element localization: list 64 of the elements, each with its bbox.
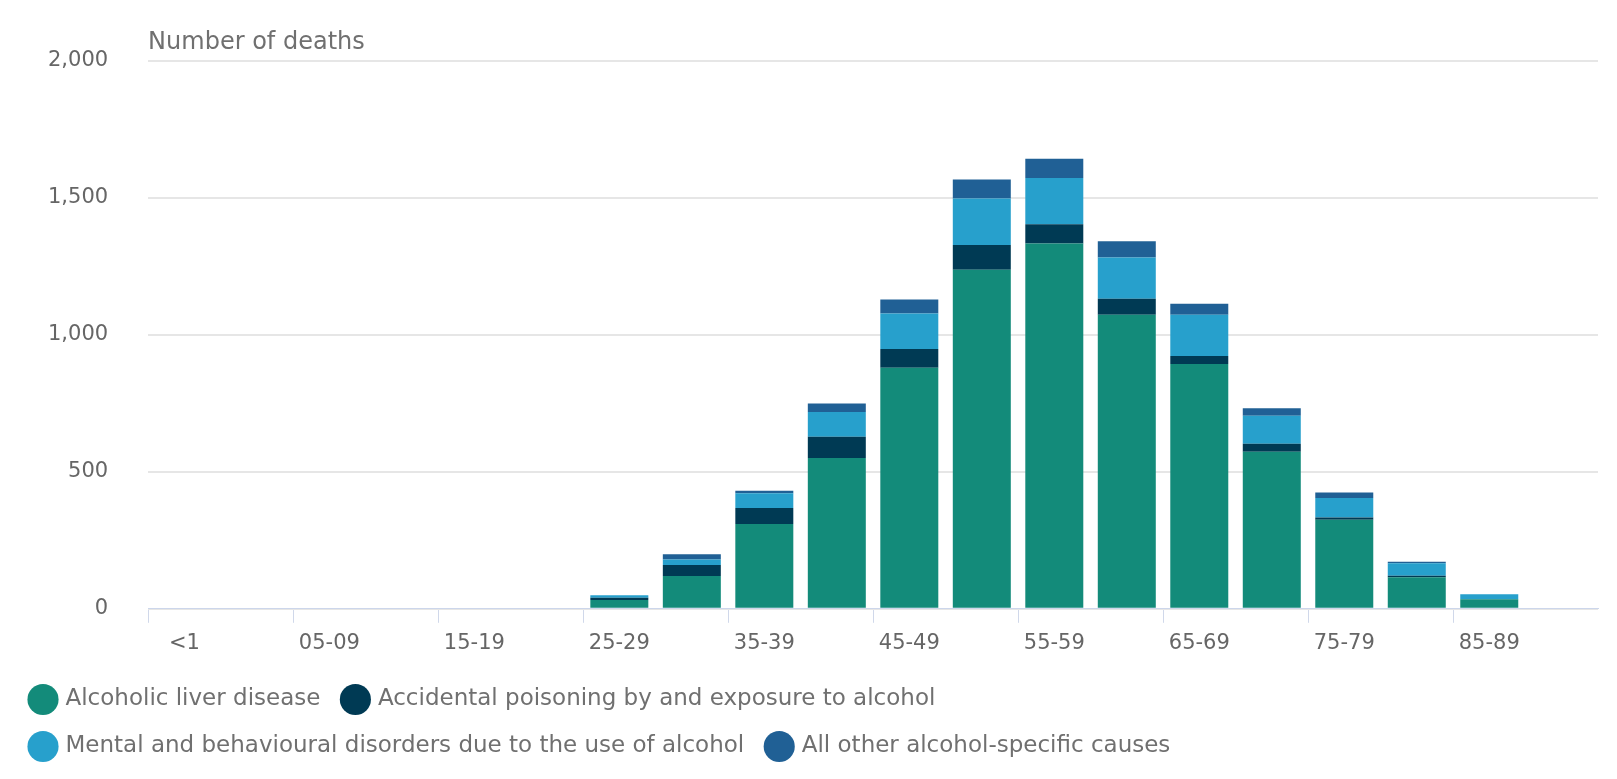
bar [1097, 257, 1156, 299]
x-tick-label: 15-19 [443, 629, 505, 654]
y-tick-label: 1,500 [47, 184, 109, 209]
x-tick-label: 85-89 [1458, 629, 1520, 654]
bar [662, 575, 721, 608]
bar [1387, 563, 1446, 576]
x-tick-label: 65-69 [1168, 629, 1230, 654]
bar [735, 507, 794, 525]
bar [662, 554, 721, 560]
legend-label: Alcoholic liver disease [65, 684, 321, 711]
bar [880, 348, 939, 368]
legend-label: All other alcohol-specific causes [801, 731, 1171, 758]
bar [590, 600, 649, 608]
x-tick-label: 05-09 [298, 629, 360, 654]
bar [1242, 443, 1301, 452]
bar [1315, 519, 1374, 608]
y-axis-title: Number of deaths [148, 26, 365, 55]
bar [1170, 356, 1229, 365]
bar [1097, 241, 1156, 258]
bar [952, 179, 1011, 199]
bar [1460, 594, 1519, 600]
bar [1315, 492, 1374, 499]
bar [807, 436, 866, 459]
bar [807, 458, 866, 608]
x-tick-label: 55-59 [1023, 629, 1085, 654]
x-tick-label: 35-39 [733, 629, 795, 654]
bar [1025, 177, 1084, 225]
bar [1025, 158, 1084, 178]
bar [1170, 314, 1229, 357]
y-tick-label: 1,000 [47, 321, 109, 346]
bar [1315, 498, 1374, 518]
bar [735, 524, 794, 608]
bar [662, 559, 721, 565]
bar [1242, 415, 1301, 444]
bar [1315, 517, 1374, 520]
bar [880, 313, 939, 349]
x-tick-label: 25-29 [588, 629, 650, 654]
bar [807, 403, 866, 412]
y-tick-label: 2,000 [47, 47, 109, 72]
bar [952, 198, 1011, 246]
legend-label: Mental and behavioural disorders due to the use of alcohol [65, 731, 745, 758]
bar [1097, 314, 1156, 608]
legend-label: Accidental poisoning by and exposure to alcohol [377, 684, 936, 711]
bar [952, 269, 1011, 608]
bar [735, 493, 794, 508]
bar [880, 367, 939, 608]
bar [952, 245, 1011, 270]
bar [807, 412, 866, 437]
bar [1170, 364, 1229, 608]
x-tick-label: 45-49 [878, 629, 940, 654]
bar [880, 299, 939, 314]
bar [1097, 298, 1156, 315]
bar [1025, 243, 1084, 608]
x-tick-label: 75-79 [1313, 629, 1375, 654]
bar [1242, 451, 1301, 608]
bar [1387, 577, 1446, 608]
x-tick-label: <1 [168, 629, 200, 654]
bar [1242, 408, 1301, 416]
bar [1460, 599, 1519, 608]
bar [1025, 224, 1084, 244]
bar [1170, 303, 1229, 315]
y-tick-label: 500 [68, 458, 109, 483]
y-tick-label: 0 [94, 595, 109, 620]
bar [662, 564, 721, 576]
